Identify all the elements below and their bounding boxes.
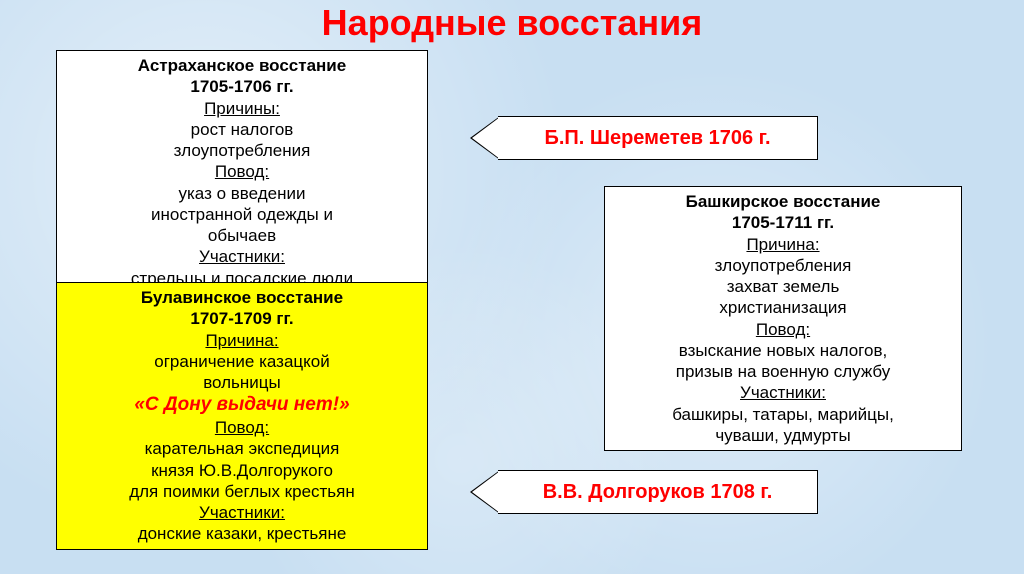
arrow-point-inner-icon xyxy=(472,117,500,159)
bashkir-reason-label: Причина: xyxy=(611,234,955,255)
box-bulavin: Булавинское восстание 1707-1709 гг. Прич… xyxy=(56,282,428,550)
bashkir-participants-label: Участники: xyxy=(611,382,955,403)
bulavin-reason-1: ограничение казацкой xyxy=(63,351,421,372)
bulavin-pretext-label: Повод: xyxy=(63,417,421,438)
bashkir-pretext-label: Повод: xyxy=(611,319,955,340)
bashkir-reason-1: злоупотребления xyxy=(611,255,955,276)
bashkir-pretext-2: призыв на военную службу xyxy=(611,361,955,382)
bashkir-participants-1: башкиры, татары, марийцы, xyxy=(611,404,955,425)
arrow-dolgorukov-text: В.В. Долгоруков 1708 г. xyxy=(543,480,773,504)
astrakhan-reasons-label: Причины: xyxy=(63,98,421,119)
bulavin-years: 1707-1709 гг. xyxy=(63,308,421,329)
bulavin-quote: «С Дону выдачи нет!» xyxy=(63,393,421,417)
bulavin-pretext-3: для поимки беглых крестьян xyxy=(63,481,421,502)
bulavin-heading: Булавинское восстание xyxy=(63,287,421,308)
arrow-sheremetev-text: Б.П. Шереметев 1706 г. xyxy=(544,126,770,150)
astrakhan-pretext-3: обычаев xyxy=(63,225,421,246)
bashkir-reason-3: христианизация xyxy=(611,297,955,318)
astrakhan-years: 1705-1706 гг. xyxy=(63,76,421,97)
bashkir-participants-2: чуваши, удмурты xyxy=(611,425,955,446)
arrow-dolgorukov: В.В. Долгоруков 1708 г. xyxy=(498,470,818,514)
bulavin-reason-2: вольницы xyxy=(63,372,421,393)
bulavin-participants-label: Участники: xyxy=(63,502,421,523)
astrakhan-heading: Астраханское восстание xyxy=(63,55,421,76)
astrakhan-pretext-label: Повод: xyxy=(63,161,421,182)
page-title: Народные восстания xyxy=(0,2,1024,44)
arrow-point-inner-icon xyxy=(472,471,500,513)
astrakhan-participants-label: Участники: xyxy=(63,246,421,267)
bashkir-reason-2: захват земель xyxy=(611,276,955,297)
astrakhan-reasons-1: рост налогов xyxy=(63,119,421,140)
astrakhan-pretext-2: иностранной одежды и xyxy=(63,204,421,225)
bulavin-reason-label: Причина: xyxy=(63,330,421,351)
box-bashkir: Башкирское восстание 1705-1711 гг. Причи… xyxy=(604,186,962,451)
box-astrakhan: Астраханское восстание 1705-1706 гг. При… xyxy=(56,50,428,294)
bashkir-heading: Башкирское восстание xyxy=(611,191,955,212)
bulavin-pretext-1: карательная экспедиция xyxy=(63,438,421,459)
astrakhan-reasons-2: злоупотребления xyxy=(63,140,421,161)
arrow-sheremetev: Б.П. Шереметев 1706 г. xyxy=(498,116,818,160)
bashkir-years: 1705-1711 гг. xyxy=(611,212,955,233)
astrakhan-pretext-1: указ о введении xyxy=(63,183,421,204)
bulavin-pretext-2: князя Ю.В.Долгорукого xyxy=(63,460,421,481)
bulavin-participants: донские казаки, крестьяне xyxy=(63,523,421,544)
bashkir-pretext-1: взыскание новых налогов, xyxy=(611,340,955,361)
